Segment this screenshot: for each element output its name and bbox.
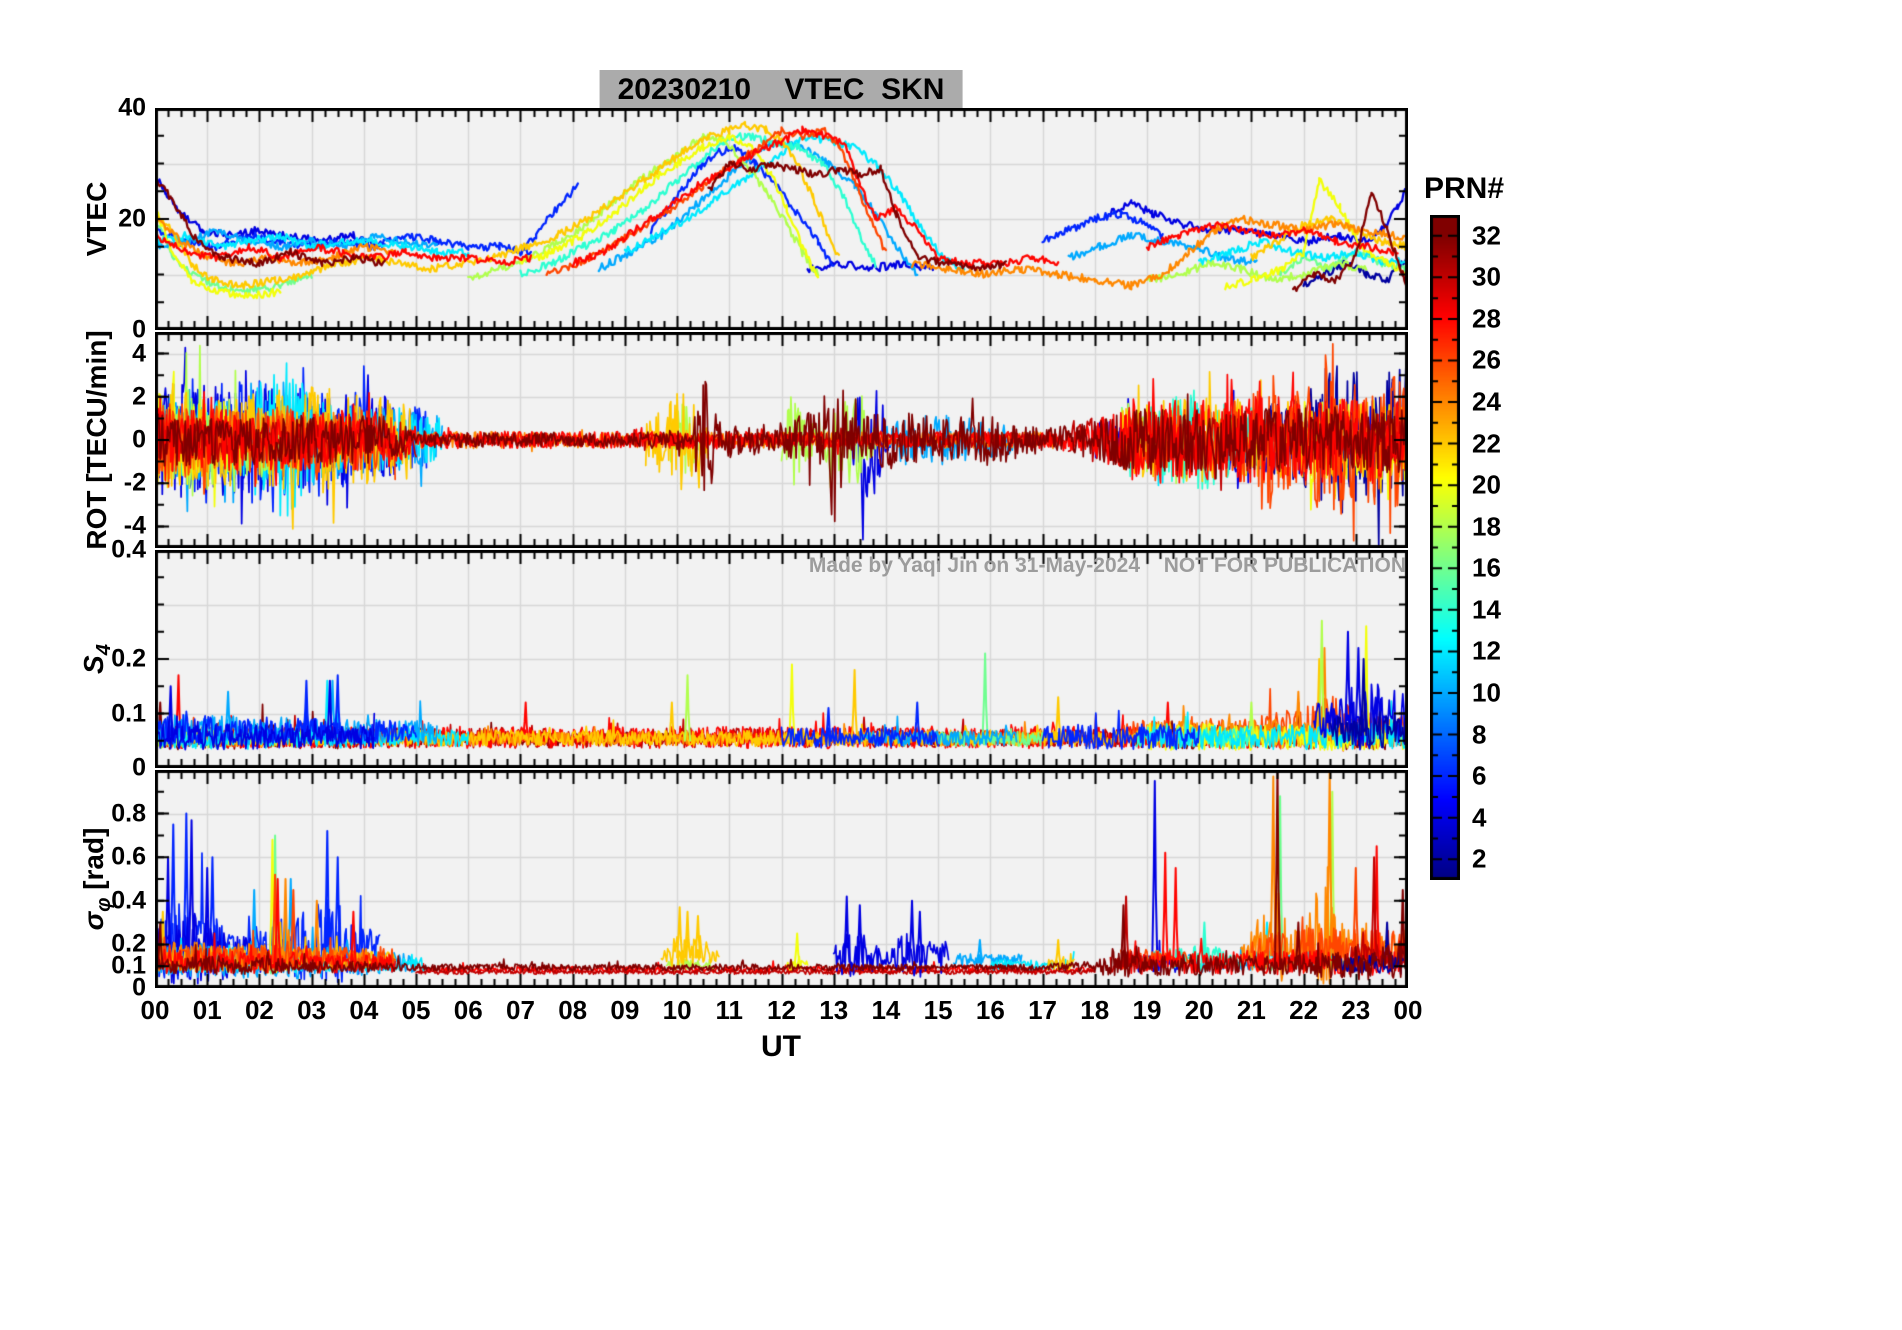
- x-tick-label: 12: [767, 995, 796, 1025]
- x-tick-label: 06: [453, 995, 483, 1025]
- y-tick-label: 0: [132, 425, 146, 454]
- sigma-phi-panel: [155, 770, 1408, 988]
- x-tick-label: 03: [297, 995, 327, 1025]
- watermark-credit: Made by Yaqi Jin on 31-May-2024: [808, 554, 1140, 577]
- y-tick-label: 0: [132, 315, 146, 344]
- y-tick-label: 4: [132, 339, 146, 368]
- x-tick-label: 22: [1289, 995, 1319, 1025]
- x-tick-label: 05: [401, 995, 431, 1025]
- y-tick-label: 20: [118, 204, 146, 233]
- x-tick-label: 09: [610, 995, 640, 1025]
- x-tick-label: 21: [1236, 995, 1266, 1025]
- x-tick-label: 10: [662, 995, 692, 1025]
- x-tick-label: 04: [349, 995, 379, 1025]
- vtec-panel: [155, 108, 1408, 330]
- colorbar-tick-label: 4: [1472, 802, 1487, 833]
- colorbar-tick-label: 28: [1472, 303, 1501, 334]
- s4-axis-label: S4: [78, 644, 115, 674]
- y-tick-label: 0.1: [111, 699, 146, 727]
- x-tick-label: 07: [505, 995, 535, 1025]
- colorbar-tick-label: 30: [1472, 261, 1501, 292]
- vtec-axis-label: VTEC: [81, 181, 112, 257]
- colorbar-tick-label: 12: [1472, 635, 1501, 666]
- x-axis-label: UT: [761, 1030, 801, 1063]
- y-tick-label: 2: [132, 382, 146, 411]
- sigma-phi-axis-label: σφ [rad]: [78, 827, 115, 931]
- y-tick-label: 0: [132, 973, 146, 1002]
- watermark-notice: NOT FOR PUBLICATION: [1163, 554, 1406, 577]
- x-tick-label: 00: [140, 995, 170, 1025]
- y-tick-label: 0: [132, 753, 146, 782]
- colorbar-title: PRN#: [1424, 172, 1505, 205]
- rot-panel: [155, 332, 1408, 548]
- colorbar-tick-label: 18: [1472, 511, 1501, 542]
- colorbar-tick-label: 8: [1472, 719, 1487, 750]
- colorbar-tick-label: 26: [1472, 344, 1501, 375]
- x-tick-label: 08: [558, 995, 588, 1025]
- y-tick-label: 0.8: [111, 799, 146, 828]
- colorbar-tick-label: 10: [1472, 677, 1501, 708]
- colorbar-tick-label: 20: [1472, 469, 1501, 500]
- x-tick-label: 18: [1080, 995, 1110, 1025]
- x-tick-label: 17: [1028, 995, 1057, 1025]
- plot-title: 20230210 VTEC SKN: [599, 70, 963, 110]
- rot-axis-label: ROT [TECU/min]: [81, 330, 112, 550]
- colorbar-tick-label: 22: [1472, 428, 1501, 459]
- colorbar-tick-label: 6: [1472, 760, 1487, 791]
- x-tick-label: 15: [923, 995, 953, 1025]
- x-tick-label: 13: [819, 995, 849, 1025]
- x-tick-label: 14: [871, 995, 901, 1025]
- y-tick-label: -4: [123, 511, 146, 540]
- x-tick-label: 02: [244, 995, 274, 1025]
- x-tick-label: 19: [1132, 995, 1162, 1025]
- s4-panel: [155, 550, 1408, 768]
- prn-colorbar: [1430, 215, 1460, 880]
- x-tick-label: 11: [715, 995, 744, 1025]
- x-tick-label: 23: [1341, 995, 1371, 1025]
- colorbar-tick-label: 32: [1472, 220, 1501, 251]
- colorbar-tick-label: 2: [1472, 843, 1487, 874]
- colorbar-tick-label: 14: [1472, 594, 1501, 625]
- y-tick-label: -2: [123, 468, 146, 497]
- y-tick-label: 0.1: [111, 951, 146, 980]
- y-tick-label: 0.4: [111, 886, 146, 915]
- y-tick-label: 40: [118, 93, 146, 122]
- x-tick-label: 01: [192, 995, 222, 1025]
- y-tick-label: 0.2: [111, 644, 146, 673]
- x-tick-label: 00: [1393, 995, 1423, 1025]
- x-tick-label: 20: [1184, 995, 1214, 1025]
- y-tick-label: 0.6: [111, 842, 146, 871]
- colorbar-tick-label: 24: [1472, 386, 1501, 417]
- x-tick-label: 16: [975, 995, 1005, 1025]
- y-tick-label: 0.2: [111, 929, 146, 958]
- y-tick-label: 0.4: [111, 535, 146, 564]
- colorbar-tick-label: 16: [1472, 552, 1501, 583]
